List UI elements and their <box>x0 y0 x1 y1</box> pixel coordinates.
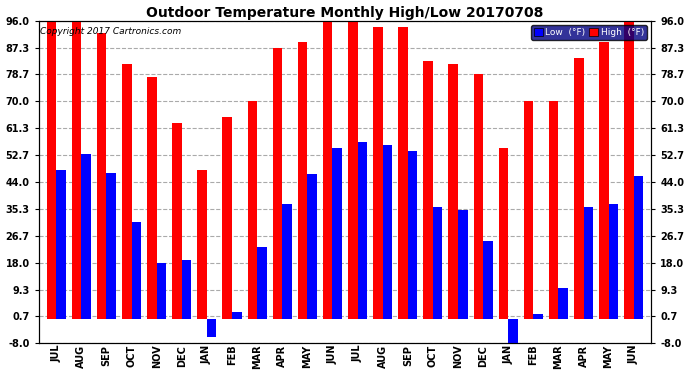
Bar <box>458 210 468 319</box>
Bar <box>282 204 292 319</box>
Bar <box>307 174 317 319</box>
Bar <box>549 101 558 319</box>
Bar <box>433 207 442 319</box>
Bar <box>499 148 509 319</box>
Bar <box>524 101 533 319</box>
Bar <box>348 15 357 319</box>
Bar <box>57 170 66 319</box>
Bar <box>298 42 307 319</box>
Bar <box>398 27 408 319</box>
Bar <box>197 170 207 319</box>
Bar <box>357 142 367 319</box>
Bar <box>633 176 643 319</box>
Bar <box>157 263 166 319</box>
Bar <box>147 76 157 319</box>
Bar <box>47 21 57 319</box>
Bar <box>408 151 417 319</box>
Bar <box>574 58 584 319</box>
Bar <box>81 154 91 319</box>
Bar <box>106 173 116 319</box>
Bar <box>509 319 518 350</box>
Bar <box>97 33 106 319</box>
Bar <box>273 48 282 319</box>
Bar <box>181 260 191 319</box>
Bar <box>207 319 217 337</box>
Bar <box>624 21 633 319</box>
Bar <box>257 247 266 319</box>
Bar <box>383 145 392 319</box>
Bar <box>373 27 383 319</box>
Bar <box>72 21 81 319</box>
Bar <box>599 42 609 319</box>
Bar <box>323 21 333 319</box>
Bar <box>558 288 568 319</box>
Bar <box>132 222 141 319</box>
Text: Copyright 2017 Cartronics.com: Copyright 2017 Cartronics.com <box>40 27 181 36</box>
Bar <box>473 74 483 319</box>
Bar <box>483 241 493 319</box>
Bar <box>424 61 433 319</box>
Bar <box>333 148 342 319</box>
Bar <box>122 64 132 319</box>
Title: Outdoor Temperature Monthly High/Low 20170708: Outdoor Temperature Monthly High/Low 201… <box>146 6 544 20</box>
Bar <box>248 101 257 319</box>
Legend: Low  (°F), High  (°F): Low (°F), High (°F) <box>531 25 647 40</box>
Bar <box>584 207 593 319</box>
Bar <box>172 123 181 319</box>
Bar <box>232 312 241 319</box>
Bar <box>222 117 232 319</box>
Bar <box>533 314 543 319</box>
Bar <box>448 64 458 319</box>
Bar <box>609 204 618 319</box>
